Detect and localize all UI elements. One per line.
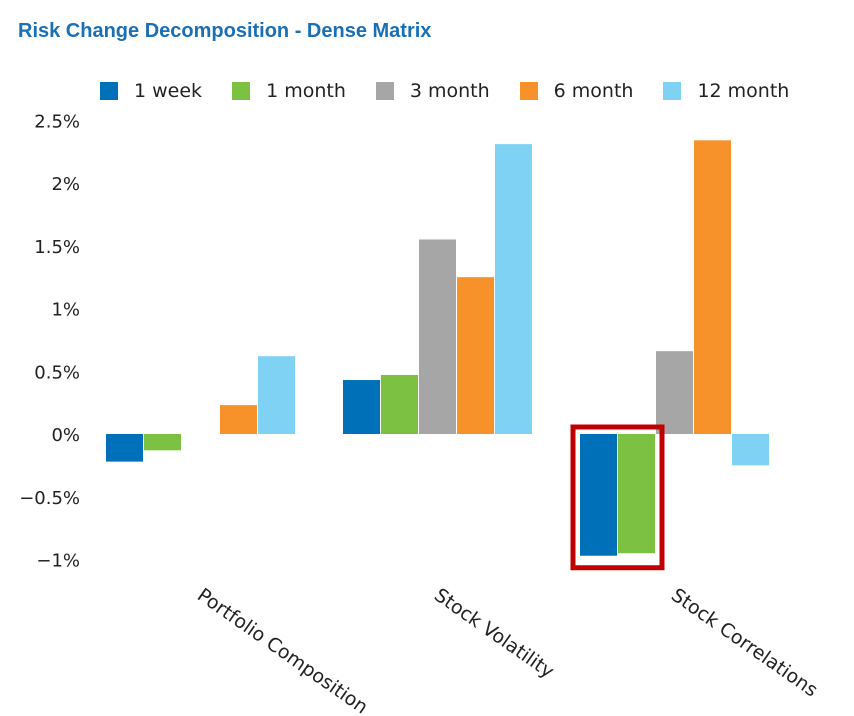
y-tick-label: −1% [36, 551, 80, 572]
bar[interactable] [381, 375, 418, 434]
bar[interactable] [343, 380, 380, 434]
bar[interactable] [618, 434, 655, 554]
legend-swatch [375, 82, 394, 100]
chart-legend: 1 week 1 month 3 month 6 month 12 month [100, 80, 819, 102]
legend-item[interactable]: 1 month [232, 80, 346, 102]
legend-item[interactable]: 1 week [100, 80, 202, 102]
bar[interactable] [732, 434, 769, 466]
legend-label: 1 week [134, 80, 203, 102]
bar[interactable] [144, 434, 181, 451]
bar[interactable] [457, 277, 494, 434]
bar[interactable] [495, 144, 532, 434]
legend-item[interactable]: 3 month [375, 80, 490, 102]
chart-title: Risk Change Decomposition - Dense Matrix [18, 20, 432, 42]
y-tick-label: 1% [51, 300, 80, 321]
bar[interactable] [419, 239, 456, 434]
y-tick-label: 1.5% [34, 237, 80, 258]
x-category-label: Stock Correlations [667, 584, 822, 701]
legend-label: 1 month [266, 80, 346, 102]
x-category-label: Portfolio Composition [193, 584, 372, 716]
legend-item[interactable]: 12 month [663, 80, 789, 102]
y-tick-label: 2% [51, 174, 80, 195]
legend-item[interactable]: 6 month [519, 80, 634, 102]
y-tick-label: 0.5% [34, 362, 80, 383]
bar[interactable] [258, 356, 295, 434]
bar[interactable] [106, 434, 143, 462]
bar[interactable] [694, 140, 731, 434]
legend-label: 6 month [553, 80, 634, 102]
y-tick-label: −0.5% [19, 488, 80, 509]
legend-swatch [663, 82, 682, 100]
y-tick-label: 0% [51, 425, 80, 446]
highlight-box [570, 424, 665, 571]
y-tick-label: 2.5% [34, 111, 80, 132]
legend-swatch [232, 82, 251, 100]
legend-swatch [519, 82, 538, 100]
x-category-label: Stock Volatility [430, 584, 558, 683]
bar[interactable] [220, 405, 257, 434]
legend-label: 3 month [409, 80, 490, 102]
legend-label: 12 month [697, 80, 790, 102]
bar[interactable] [656, 351, 693, 434]
legend-swatch [100, 82, 118, 100]
bar[interactable] [580, 434, 617, 556]
